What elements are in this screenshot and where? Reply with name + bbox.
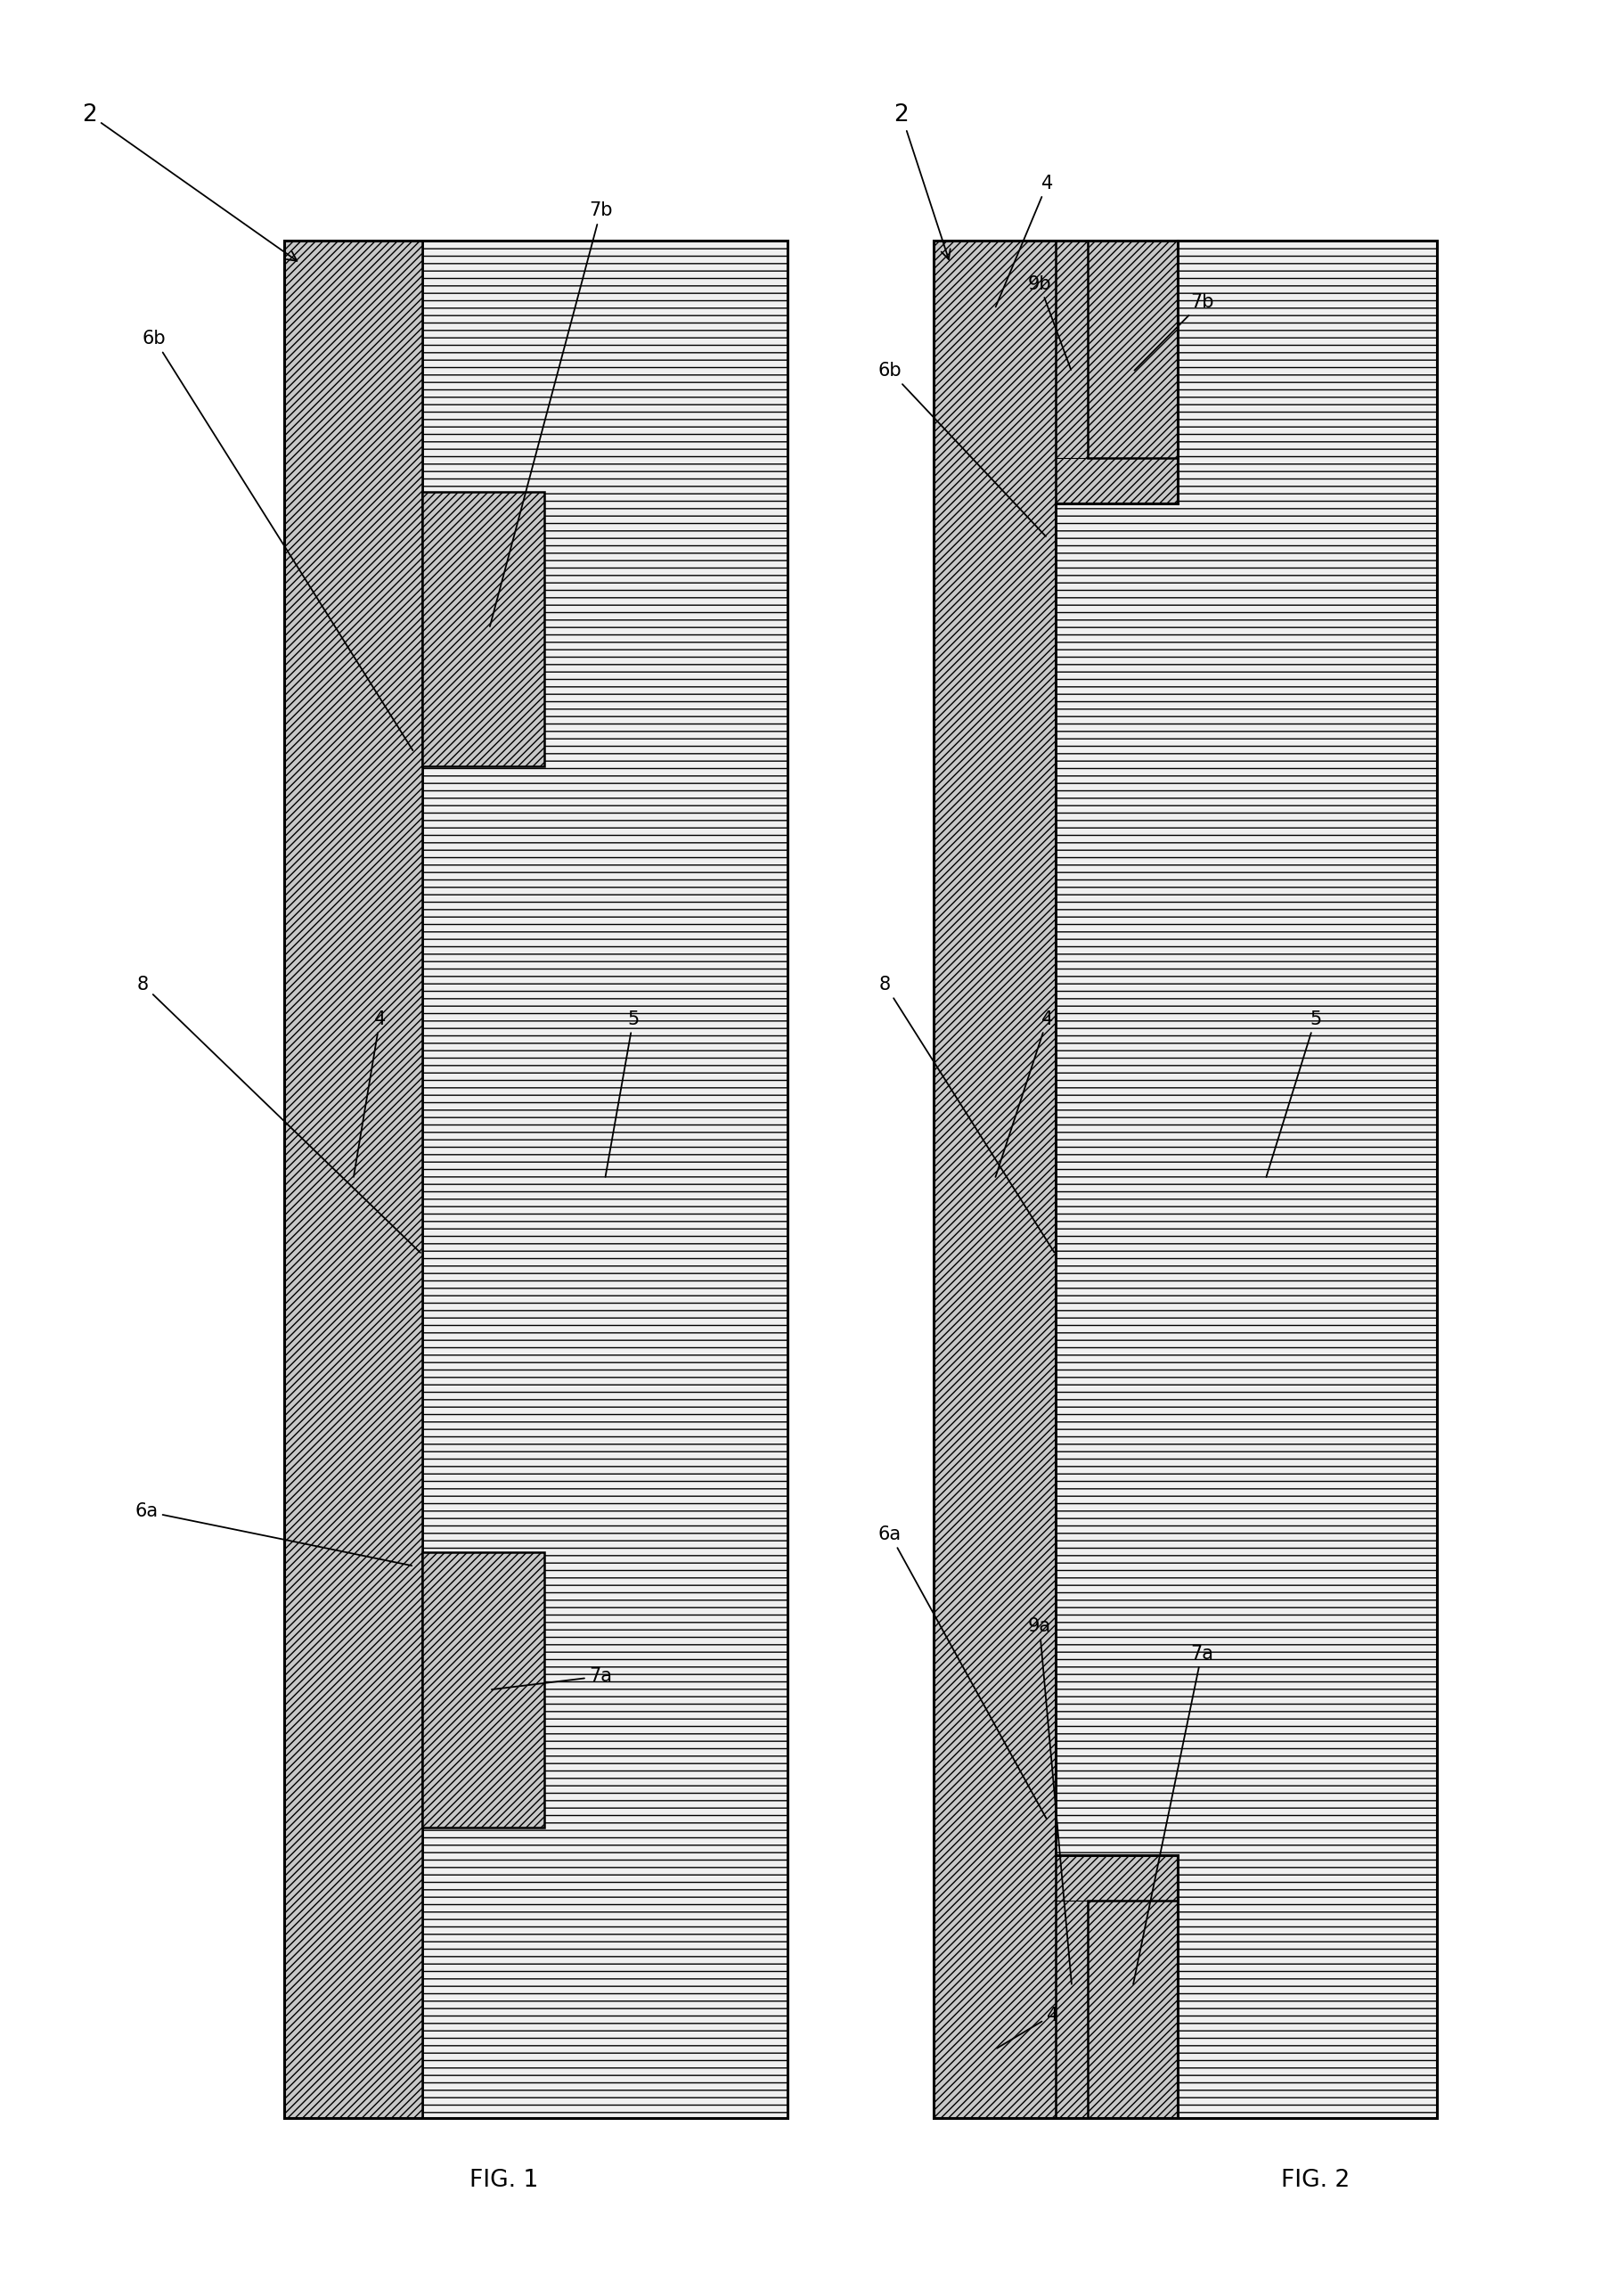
Bar	[1056, 240, 1177, 504]
Bar	[284, 240, 788, 2118]
Text: 5: 5	[1267, 1010, 1322, 1177]
Bar	[1056, 1855, 1177, 2118]
Text: 7a: 7a	[492, 1667, 612, 1690]
Text: 8: 8	[879, 976, 1054, 1253]
Bar	[422, 492, 544, 767]
Bar	[1056, 458, 1177, 504]
Bar	[934, 1855, 1177, 2118]
Text: 6a: 6a	[135, 1502, 412, 1566]
Text: 7b: 7b	[490, 202, 612, 627]
Bar	[934, 240, 1056, 2118]
Text: 4: 4	[996, 174, 1054, 307]
Text: 4: 4	[354, 1010, 387, 1177]
Bar	[1056, 240, 1437, 2118]
Bar	[1088, 1901, 1177, 2118]
Bar	[284, 240, 422, 2118]
Text: FIG. 2: FIG. 2	[1281, 2169, 1350, 2192]
Text: 6b: 6b	[143, 330, 412, 751]
Text: 6a: 6a	[879, 1525, 1046, 1818]
Bar	[422, 1553, 544, 1827]
Bar	[1088, 240, 1177, 458]
Text: 7a: 7a	[1134, 1644, 1213, 1983]
Bar	[1056, 240, 1088, 504]
Text: 9b: 9b	[1028, 275, 1070, 369]
Text: 4: 4	[996, 1010, 1054, 1177]
Text: FIG. 1: FIG. 1	[469, 2169, 538, 2192]
Bar	[934, 240, 1056, 2118]
Text: 9a: 9a	[1028, 1617, 1072, 1983]
Text: 8: 8	[136, 976, 421, 1253]
Text: 7b: 7b	[1135, 293, 1213, 371]
Bar	[934, 240, 1177, 504]
Bar	[422, 240, 788, 2118]
Bar	[1056, 1855, 1088, 2118]
Text: 6b: 6b	[879, 362, 1046, 536]
Text: 2: 2	[81, 103, 297, 261]
Bar	[1056, 1855, 1177, 1901]
Text: 2: 2	[893, 103, 950, 259]
Text: 4: 4	[997, 2006, 1059, 2047]
Text: 5: 5	[606, 1010, 640, 1177]
Bar	[934, 240, 1437, 2118]
